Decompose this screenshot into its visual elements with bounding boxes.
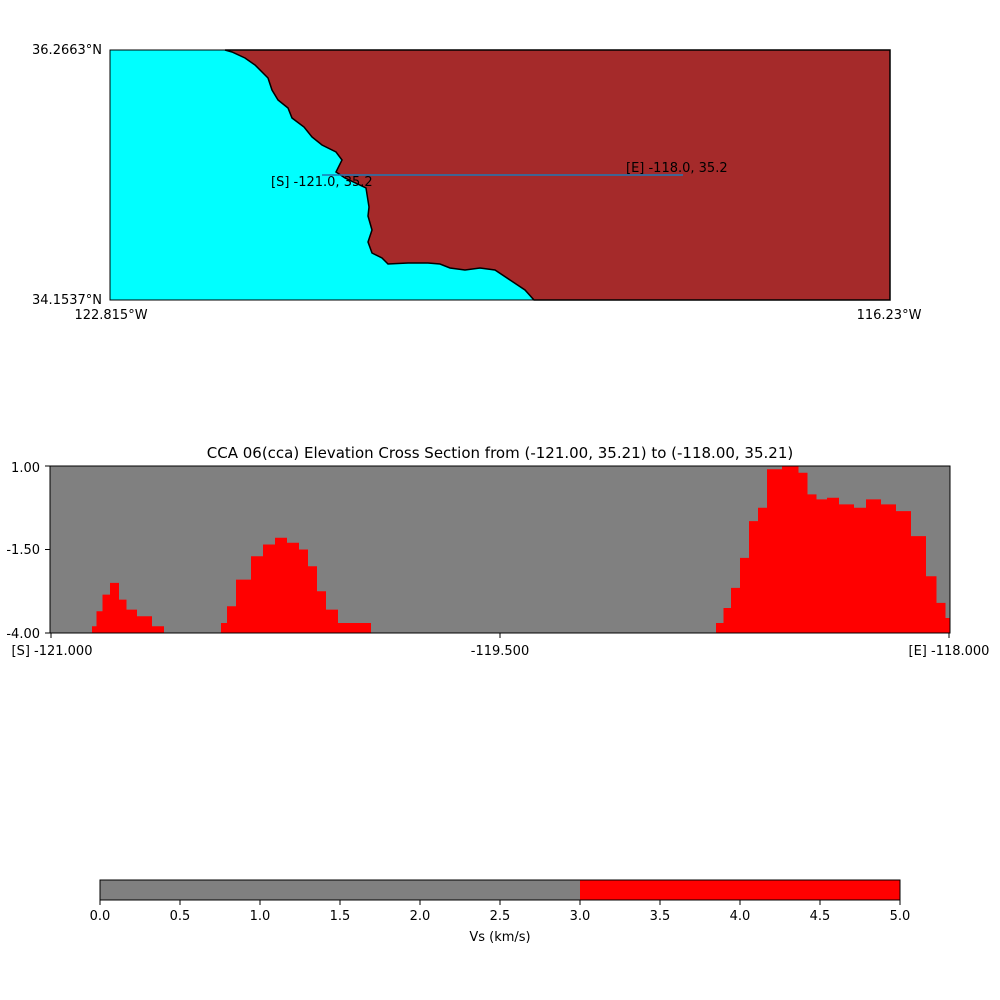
lon-right-label: 116.23°W bbox=[857, 308, 922, 323]
colorbar-tick-label: 1.0 bbox=[250, 909, 271, 924]
end-point-label: [E] -118.0, 35.2 bbox=[626, 161, 728, 176]
western-fast-body bbox=[86, 582, 164, 633]
colorbar-tick-label: 3.0 bbox=[570, 909, 591, 924]
colorbar-ticks: 0.0 0.5 1.0 1.5 2.0 2.5 3.0 3.5 4.0 4.5 5.0 bbox=[90, 900, 911, 924]
y-tick-label: 1.00 bbox=[11, 461, 40, 476]
colorbar-tick-label: 4.0 bbox=[730, 909, 751, 924]
y-tick-label: -4.00 bbox=[6, 627, 40, 642]
x-tick-label: [S] -121.000 bbox=[12, 644, 93, 659]
colorbar-label: Vs (km/s) bbox=[469, 930, 530, 945]
cross-section-title: CCA 06(cca) Elevation Cross Section from… bbox=[207, 444, 793, 462]
colorbar-tick-label: 0.0 bbox=[90, 909, 111, 924]
colorbar-high-segment bbox=[580, 880, 900, 900]
colorbar: 0.0 0.5 1.0 1.5 2.0 2.5 3.0 3.5 4.0 4.5 5.0 Vs (km… bbox=[90, 879, 911, 945]
fast-velocity-regions bbox=[86, 466, 950, 633]
eastern-fast-body bbox=[710, 466, 950, 633]
central-fast-body bbox=[215, 537, 371, 633]
y-tick-label: -1.50 bbox=[6, 543, 40, 558]
lon-left-label: 122.815°W bbox=[74, 308, 147, 323]
x-tick-label: -119.500 bbox=[471, 644, 529, 659]
colorbar-tick-label: 3.5 bbox=[650, 909, 671, 924]
map-panel: [S] -121.0, 35.2 [E] -118.0, 35.2 36.266… bbox=[32, 43, 922, 323]
colorbar-tick-label: 0.5 bbox=[170, 909, 191, 924]
colorbar-low-segment bbox=[100, 880, 580, 900]
lat-bottom-label: 34.1537°N bbox=[32, 293, 102, 308]
colorbar-tick-label: 2.5 bbox=[490, 909, 511, 924]
colorbar-tick-label: 2.0 bbox=[410, 909, 431, 924]
colorbar-tick-label: 4.5 bbox=[810, 909, 831, 924]
map-frame bbox=[109, 49, 891, 301]
cross-section-panel: CCA 06(cca) Elevation Cross Section from… bbox=[6, 444, 989, 659]
start-point-label: [S] -121.0, 35.2 bbox=[271, 175, 373, 190]
x-tick-label: [E] -118.000 bbox=[909, 644, 990, 659]
lat-top-label: 36.2663°N bbox=[32, 43, 102, 58]
colorbar-tick-label: 1.5 bbox=[330, 909, 351, 924]
colorbar-tick-label: 5.0 bbox=[890, 909, 911, 924]
